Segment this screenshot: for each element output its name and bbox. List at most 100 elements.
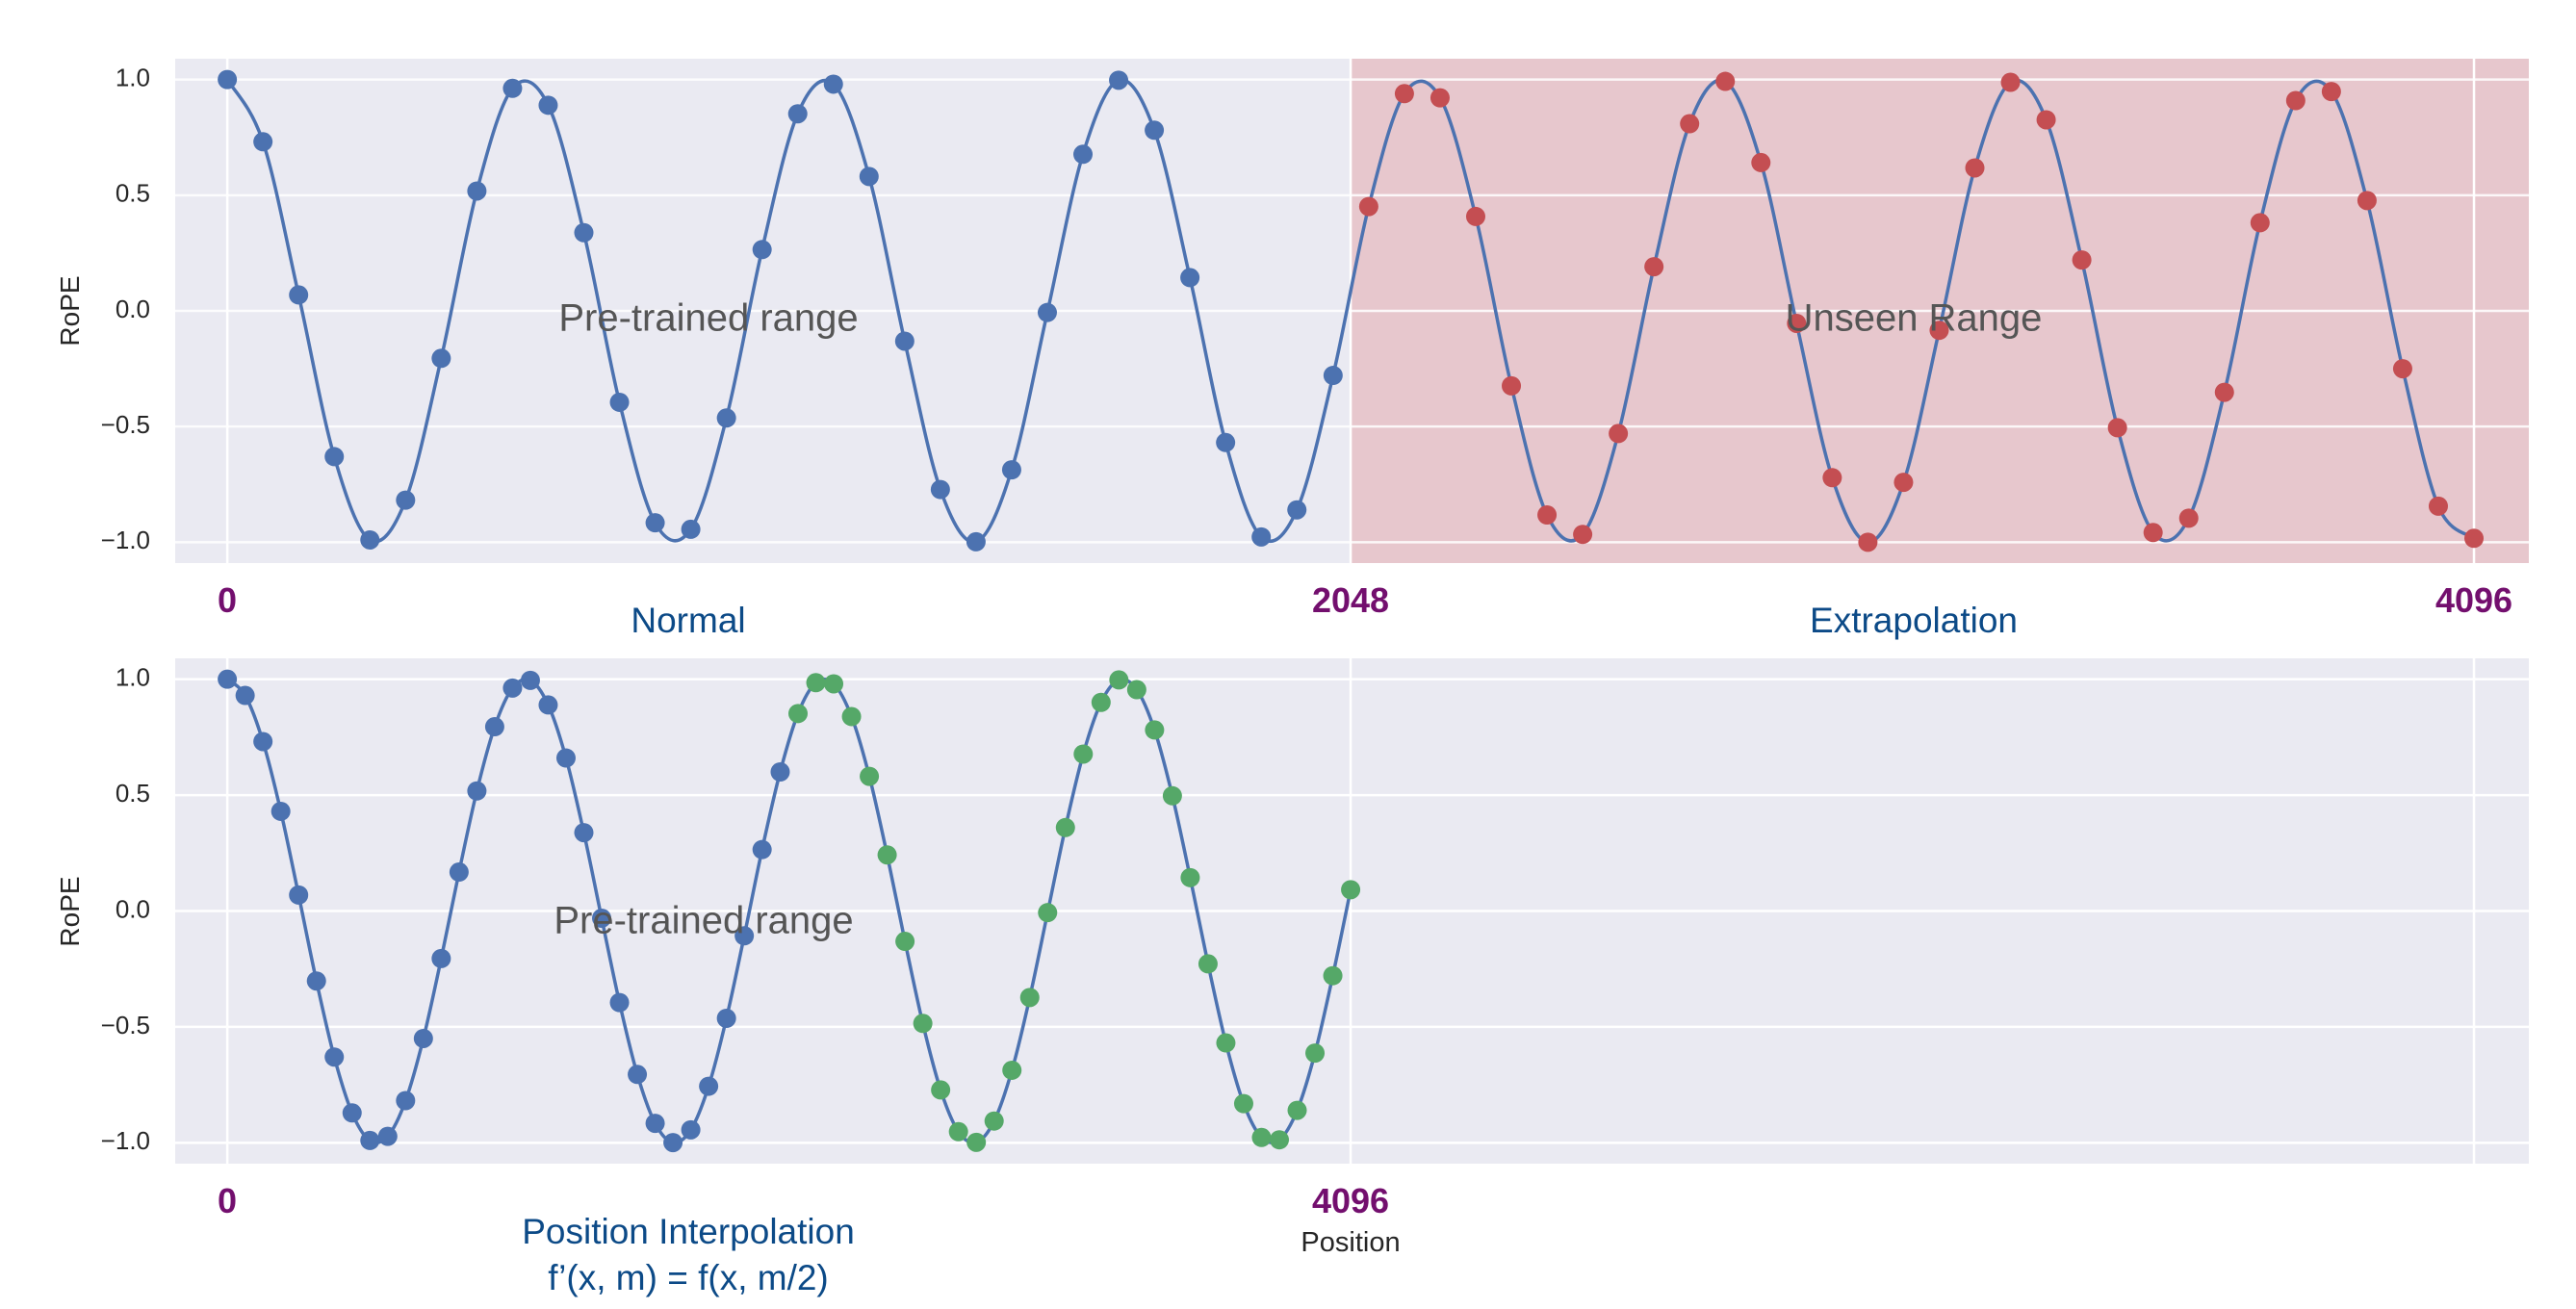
top-ylabel: RoPE [55,275,85,346]
pretrained-point [1073,144,1094,165]
pretrained-point [1323,366,1343,386]
bottom-xtick-0: 0 [218,1181,237,1220]
pretrained-point [431,348,451,369]
ytick-label: −1.0 [101,1126,150,1155]
interpolated-point [966,1132,987,1152]
pretrained-point [681,519,701,539]
extrapolated-point [1502,375,1522,396]
pretrained-point [306,971,326,991]
pretrained-point [574,823,594,843]
extrapolated-point [2036,110,2056,130]
caption-extrapolation: Extrapolation [1810,601,2018,640]
pretrained-point [467,781,487,801]
extrapolated-point [1680,114,1700,134]
pretrained-point [324,1047,345,1067]
pretrained-point [770,762,790,783]
pretrained-point [218,69,238,90]
extrapolated-point [1751,152,1771,172]
extrapolated-point [2178,508,2199,528]
ytick-label: 0.0 [116,295,150,323]
pretrained-point [1216,432,1236,452]
extrapolated-point [2000,72,2021,92]
extrapolated-point [1965,158,1985,178]
ytick-label: −0.5 [101,410,150,439]
bottom-xlabel-position: Position [1301,1227,1400,1258]
caption-normal: Normal [631,601,745,640]
pretrained-point [716,1009,736,1029]
extrapolated-point [2428,496,2448,516]
extrapolated-point [1822,468,1842,488]
pretrained-point [289,885,309,905]
extrapolated-point [1893,473,1914,493]
pretrained-point [270,801,291,821]
caption-formula: f’(x, m) = f(x, m/2) [548,1258,829,1297]
pretrained-point [520,670,540,690]
pretrained-point [859,167,879,187]
bottom-annotation-pretrained: Pre-trained range [554,900,853,942]
interpolated-point [931,1080,951,1100]
pretrained-point [555,748,576,768]
extrapolated-point [2072,250,2092,270]
extrapolated-point [2392,359,2412,379]
interpolated-point [841,706,862,727]
extrapolated-point [1537,505,1558,526]
pretrained-point [1037,302,1057,322]
pretrained-point [449,862,469,883]
pretrained-point [787,104,808,124]
interpolated-point [877,845,897,865]
pretrained-point [609,992,630,1013]
pretrained-point [467,181,487,201]
interpolated-point [1305,1043,1326,1064]
extrapolated-point [2143,523,2163,543]
interpolated-point [1091,692,1111,712]
pretrained-point [716,408,736,428]
pretrained-point [324,447,345,467]
ytick-label: 0.5 [116,779,150,808]
bottom-panel-interpolation: 1.0 0.5 0.0 −0.5 −1.0 [101,658,2529,1164]
interpolated-point [1126,680,1146,700]
extrapolated-point [1609,424,1629,444]
pretrained-point [342,1103,362,1123]
pretrained-point [396,490,416,510]
interpolated-point [860,766,880,786]
pretrained-point [1145,120,1165,141]
extrapolated-point [1787,313,1807,333]
top-annotation-unseen: Unseen Range [1786,297,2043,340]
top-xtick-0: 0 [218,580,237,620]
pretrained-point [1251,526,1272,547]
interpolated-point [1145,720,1165,740]
pretrained-point [894,331,914,351]
pretrained-point [396,1091,416,1111]
ytick-label: 0.0 [116,894,150,923]
interpolated-point [1287,1100,1307,1120]
extrapolated-point [2285,90,2306,111]
interpolated-point [1216,1033,1236,1053]
top-panel-extrapolation: 1.0 0.5 0.0 −0.5 −1.0 [101,59,2529,563]
interpolated-point [1055,817,1075,837]
pretrained-point [413,1028,433,1048]
pretrained-point [253,132,273,152]
extrapolated-point [1858,532,1878,552]
pretrained-point [1109,70,1129,90]
ytick-label: 1.0 [116,663,150,692]
pretrained-point [823,74,843,94]
pretrained-point [377,1126,398,1146]
extrapolated-point [2250,213,2270,233]
pretrained-point [628,1065,648,1085]
interpolated-point [1109,670,1129,690]
interpolated-point [788,704,809,724]
extrapolated-point [1465,206,1485,226]
bottom-xtick-4096: 4096 [1312,1181,1389,1220]
rope-curve [225,678,1352,1145]
ytick-label: −1.0 [101,526,150,554]
rope-curve [225,78,2476,545]
extrapolated-point [1715,71,1736,91]
pretrained-point [218,669,238,689]
pretrained-point [289,285,309,305]
pretrained-point [752,240,772,260]
pretrained-point [1001,460,1021,480]
interpolated-point [913,1014,933,1034]
pretrained-point [538,695,558,715]
pretrained-point [502,78,523,98]
